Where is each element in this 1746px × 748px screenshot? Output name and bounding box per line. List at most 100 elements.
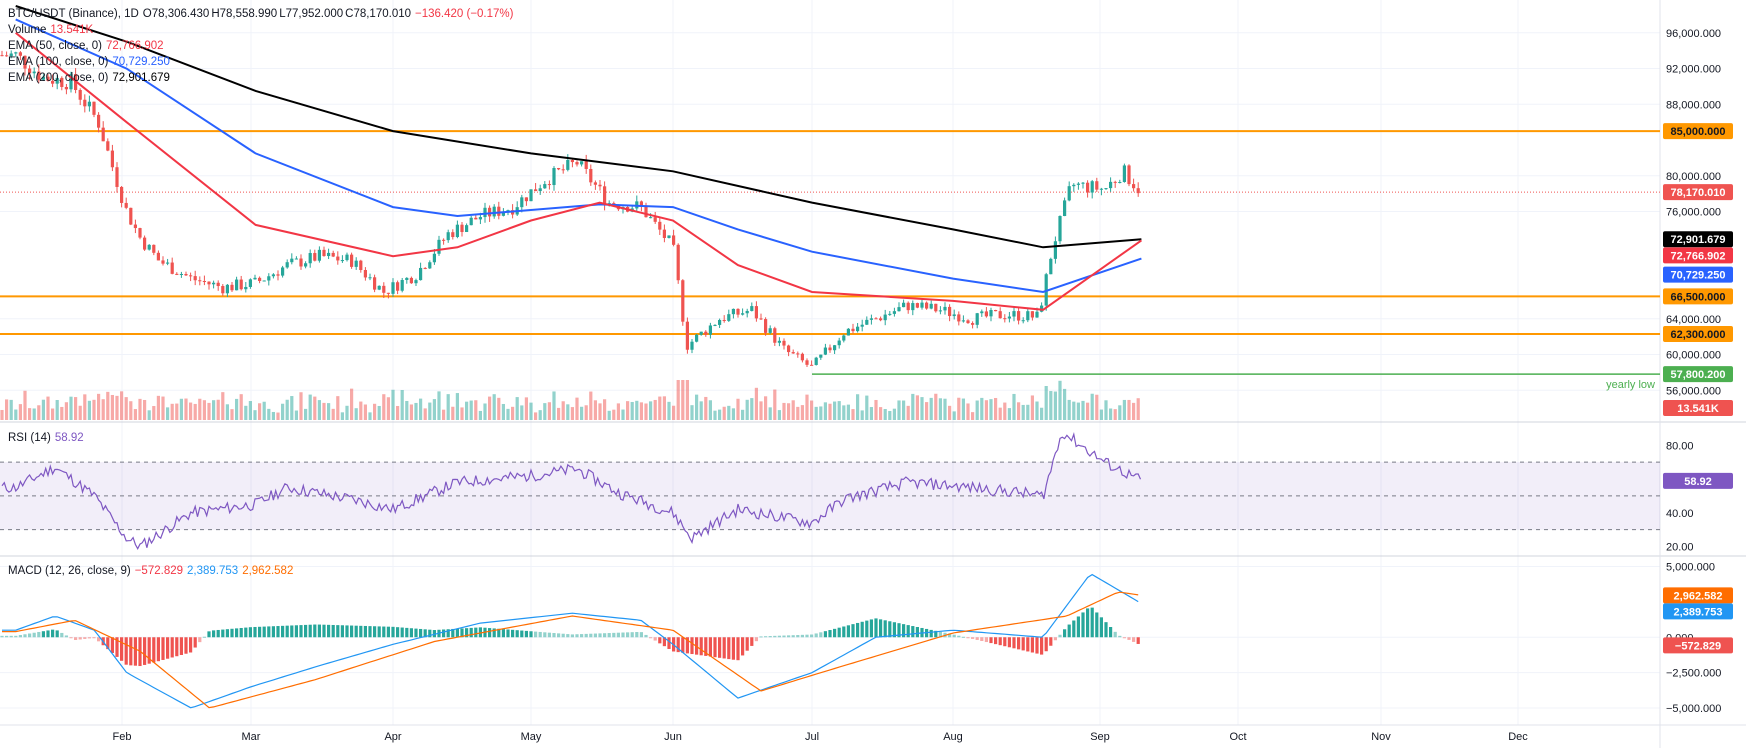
candle-body [842, 335, 846, 341]
price-tick-label: 60,000.000 [1666, 350, 1721, 362]
volume-bar [1076, 402, 1080, 420]
volume-bar [483, 403, 487, 420]
volume-bar [382, 394, 386, 420]
macd-histogram-bar [649, 637, 653, 639]
ema100-legend[interactable]: EMA (100, close, 0) 70,729.250 [8, 54, 517, 70]
macd-histogram-bar [593, 633, 597, 638]
volume-bar [253, 410, 257, 420]
candle-body [722, 319, 726, 321]
candle-body [851, 328, 855, 332]
volume-bar [1090, 393, 1094, 420]
candle-body [856, 326, 860, 332]
ema-lines [15, 5, 1142, 311]
volume-bar [304, 408, 308, 420]
candle-body [212, 282, 216, 285]
volume-bar [1132, 402, 1136, 420]
candle-body [1053, 241, 1057, 259]
candle-body [713, 324, 717, 326]
volume-bar [41, 399, 45, 420]
candle-body [860, 324, 864, 327]
candle-body [308, 253, 312, 264]
macd-histogram-bar [511, 629, 515, 638]
macd-histogram-bar [635, 632, 639, 638]
volume-bar [621, 409, 625, 420]
macd-legend-signal: 2,962.582 [242, 565, 294, 577]
ema50-legend[interactable]: EMA (50, close, 0) 72,766.902 [8, 38, 517, 54]
macd-histogram-bar [833, 628, 837, 638]
volume-bar [639, 402, 643, 420]
ema100-legend-label: EMA (100, close, 0) [8, 56, 109, 68]
candle-body [5, 55, 9, 57]
macd-histogram-bar [442, 629, 446, 638]
price-axis[interactable]: 96,000.000 92,000.000 88,000.000 80,000.000… [1666, 28, 1721, 715]
macd-histogram-bar [750, 637, 754, 646]
yearly-low-text: yearly low [1606, 379, 1655, 391]
candle-body [248, 279, 252, 287]
macd-histogram-bar [363, 625, 367, 638]
price-tick-label: 20.00 [1666, 542, 1694, 554]
rsi-legend-label: RSI (14) [8, 432, 51, 444]
candle-body [262, 280, 266, 282]
macd-histogram-bar [170, 637, 174, 658]
volume-bar [363, 404, 367, 420]
candle-body [414, 280, 418, 284]
macd-legend[interactable]: MACD (12, 26, close, 9) −572.829 2,389.753… [8, 563, 297, 579]
candle-body [699, 331, 703, 335]
rsi-legend[interactable]: RSI (14) 58.92 [8, 430, 88, 446]
candle-body [1003, 318, 1007, 320]
volume-bar [1040, 407, 1044, 420]
ohlc-open: O78,306.430 [142, 8, 210, 20]
horizontal-levels[interactable]: yearly low [0, 130, 1660, 391]
volume-bar [1003, 402, 1007, 420]
macd-histogram-bar [1030, 637, 1034, 653]
volume-bar [975, 400, 979, 420]
candle-body [589, 168, 593, 183]
macd-histogram-bar [713, 637, 717, 658]
candle-body [345, 254, 349, 261]
ohlc-high: H78,558.990 [211, 8, 278, 20]
volume-bar [547, 402, 551, 420]
candle-body [938, 310, 942, 312]
candle-body [879, 318, 883, 321]
volume-bar [1017, 402, 1021, 420]
candle-body [745, 310, 749, 314]
volume-bar [442, 409, 446, 420]
volume-bar [598, 403, 602, 420]
volume-bar [810, 400, 814, 420]
volume-bar [575, 397, 579, 420]
volume-bar [566, 404, 570, 420]
candle-body [800, 353, 804, 361]
volume-bar [1007, 408, 1011, 420]
candle-body [446, 232, 450, 241]
price-tick-label: 56,000.000 [1666, 385, 1721, 397]
volume-bar [819, 406, 823, 420]
volume-bar [796, 406, 800, 420]
candle-body [23, 55, 27, 69]
axis-tag-bg [1663, 123, 1733, 140]
volume-bar [607, 410, 611, 420]
time-axis[interactable]: Feb Mar Apr May Jun Jul Aug Sep Oct Nov Dec [113, 731, 1529, 743]
volume-bar [432, 399, 436, 420]
volume-bar [1109, 408, 1113, 420]
macd-histogram-bar [957, 635, 961, 638]
macd-histogram-bar [662, 637, 666, 647]
grid-lines [0, 0, 1660, 725]
volume-bar [1067, 399, 1071, 420]
volume-bar [152, 406, 156, 420]
macd-histogram-bar [432, 630, 436, 638]
candle-body [888, 313, 892, 315]
macd-histogram-bar [221, 629, 225, 638]
volume-legend[interactable]: Volume 13.541K [8, 22, 517, 38]
candle-body [552, 168, 556, 186]
candle-body [768, 328, 772, 333]
macd-histogram-bar [892, 622, 896, 638]
candle-body [874, 318, 878, 320]
candle-body [336, 256, 340, 261]
macd-histogram-bar [423, 629, 427, 638]
ema200-legend[interactable]: EMA (200, close, 0) 72,901.679 [8, 70, 517, 86]
macd-histogram-bar [768, 636, 772, 638]
volume-bar [883, 409, 887, 420]
candle-body [952, 314, 956, 317]
candle-body [304, 263, 308, 267]
